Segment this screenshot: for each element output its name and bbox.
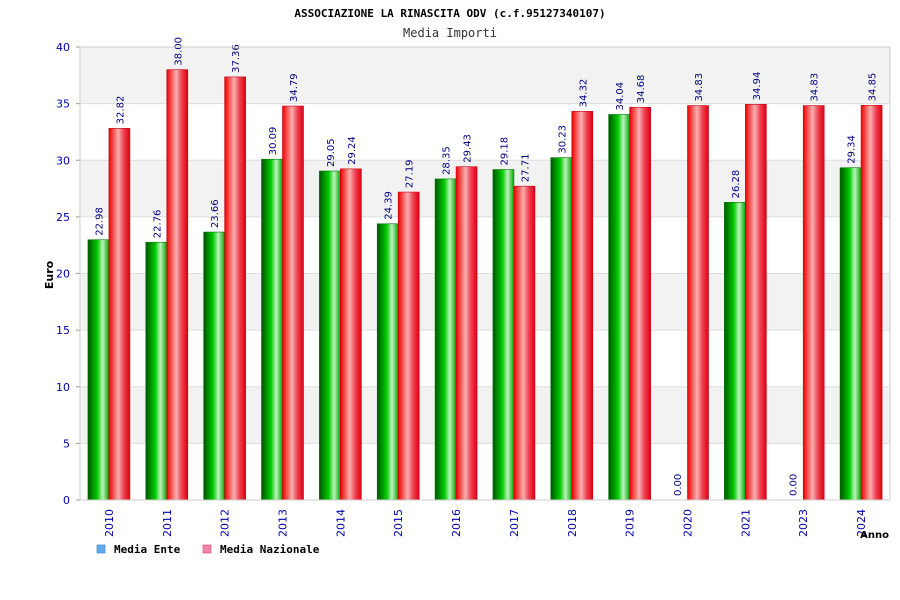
bar-media-nazionale-2010 (108, 128, 131, 501)
data-label-media-ente-2010: 22.98 (94, 207, 105, 236)
x-tick-label-2012: 2012 (219, 509, 232, 537)
data-label-media-nazionale-2010: 32.82 (115, 96, 126, 125)
x-tick-label-2014: 2014 (334, 509, 347, 537)
data-label-media-nazionale-2018: 34.32 (578, 79, 589, 108)
data-label-media-nazionale-2012: 37.36 (231, 44, 242, 73)
bar-media-ente-2012 (203, 231, 225, 501)
bars (87, 69, 883, 501)
data-label-media-nazionale-2023: 34.83 (810, 73, 821, 102)
legend-item-media-ente: Media Ente (96, 543, 181, 556)
plot-band (80, 386, 890, 444)
y-tick-label: 5 (63, 437, 70, 450)
data-label-media-nazionale-2021: 34.94 (752, 72, 763, 101)
data-label-media-ente-2013: 30.09 (268, 127, 279, 156)
legend-label-media-nazionale: Media Nazionale (220, 543, 320, 556)
bar-media-nazionale-2018 (571, 111, 594, 501)
x-tick-label-2019: 2019 (624, 509, 637, 537)
bar-media-ente-2024 (839, 167, 862, 501)
y-tick-label: 0 (63, 494, 70, 507)
x-tick-label-2017: 2017 (508, 509, 521, 537)
bar-media-ente-2016 (434, 178, 457, 501)
data-label-media-nazionale-2019: 34.68 (636, 75, 647, 104)
y-axis-title: Euro (43, 260, 56, 289)
y-tick-label: 30 (56, 154, 70, 167)
x-tick-label-2023: 2023 (797, 509, 810, 537)
data-label-media-nazionale-2017: 27.71 (520, 154, 531, 183)
legend-label-media-ente: Media Ente (114, 543, 181, 556)
x-tick-label-2016: 2016 (450, 509, 463, 537)
data-label-media-ente-2015: 24.39 (384, 191, 395, 220)
data-label-media-nazionale-2024: 34.85 (868, 73, 879, 102)
data-label-media-nazionale-2015: 27.19 (405, 159, 416, 188)
data-label-media-nazionale-2020: 34.83 (694, 73, 705, 102)
bar-media-ente-2018 (550, 157, 573, 501)
x-tick-label-2010: 2010 (103, 509, 116, 537)
x-tick-label-2013: 2013 (277, 509, 290, 537)
data-label-media-ente-2011: 22.76 (152, 210, 163, 239)
bar-media-nazionale-2015 (397, 191, 420, 501)
chart-title: ASSOCIAZIONE LA RINASCITA ODV (c.f.95127… (294, 7, 605, 20)
bar-media-nazionale-2020 (687, 105, 709, 501)
bar-media-nazionale-2016 (455, 166, 478, 501)
data-label-media-ente-2018: 30.23 (557, 125, 568, 154)
data-label-media-nazionale-2014: 29.24 (347, 136, 358, 165)
bar-media-ente-2011 (145, 241, 168, 501)
plot-band (80, 160, 890, 217)
data-label-media-nazionale-2013: 34.79 (289, 73, 300, 102)
data-label-media-ente-2023: 0.00 (789, 474, 800, 496)
bar-media-nazionale-2024 (860, 105, 883, 501)
x-tick-label-2018: 2018 (566, 509, 579, 537)
plot-border (79, 46, 891, 501)
bar-media-nazionale-2023 (802, 105, 825, 501)
bar-media-nazionale-2017 (513, 185, 536, 501)
data-label-media-ente-2012: 23.66 (210, 199, 221, 228)
x-axis-title: Anno (860, 530, 889, 541)
y-tick-label: 25 (56, 211, 70, 224)
legend-swatch-media-nazionale (202, 544, 212, 554)
y-tick-label: 20 (56, 268, 70, 281)
bar-media-nazionale-2013 (282, 105, 304, 501)
bar-media-ente-2013 (261, 158, 283, 501)
y-tick-label: 35 (56, 98, 70, 111)
chart-subtitle: Media Importi (403, 26, 497, 40)
bar-media-ente-2010 (87, 239, 110, 501)
bar-media-nazionale-2021 (745, 104, 767, 501)
legend: Media Ente Media Nazionale (96, 543, 320, 556)
bar-media-ente-2014 (319, 170, 341, 501)
bar-media-nazionale-2012 (224, 76, 246, 501)
data-label-media-ente-2024: 29.34 (847, 135, 858, 164)
axes: 0 5 10 15 20 25 30 35 40 2010 2011 2012 2013 2014 2015… (56, 41, 891, 537)
y-tick-label: 10 (56, 381, 70, 394)
bar-media-ente-2015 (376, 223, 399, 501)
data-label-media-ente-2014: 29.05 (326, 138, 337, 167)
legend-item-media-nazionale: Media Nazionale (202, 543, 320, 556)
data-label-media-nazionale-2011: 38.00 (173, 37, 184, 66)
x-tick-label-2011: 2011 (161, 509, 174, 537)
bar-media-nazionale-2014 (340, 168, 362, 501)
x-tick-label-2024: 2024 (855, 509, 868, 537)
bar-media-ente-2017 (492, 169, 515, 501)
legend-swatch-media-ente (96, 544, 106, 554)
x-tick-label-2015: 2015 (392, 509, 405, 537)
data-label-media-ente-2017: 29.18 (499, 137, 510, 166)
y-tick-label: 40 (56, 41, 70, 54)
x-tick-label-2020: 2020 (682, 509, 695, 537)
y-tick-label: 15 (56, 324, 70, 337)
data-labels: 22.98 32.82 22.76 38.00 23.66 37.36 30.09 34.79… (94, 37, 878, 496)
plot-band (80, 273, 890, 331)
plot-band (80, 47, 890, 104)
bar-media-ente-2021 (724, 202, 746, 501)
data-label-media-ente-2020: 0.00 (673, 474, 684, 496)
x-tick-label-2021: 2021 (739, 509, 752, 537)
bar-media-ente-2019 (608, 114, 630, 501)
data-label-media-ente-2016: 28.35 (442, 146, 453, 175)
data-label-media-ente-2019: 34.04 (615, 82, 626, 111)
data-label-media-nazionale-2016: 29.43 (463, 134, 474, 163)
bar-media-nazionale-2011 (166, 69, 189, 501)
bar-media-nazionale-2019 (629, 106, 651, 501)
data-label-media-ente-2021: 26.28 (731, 170, 742, 199)
